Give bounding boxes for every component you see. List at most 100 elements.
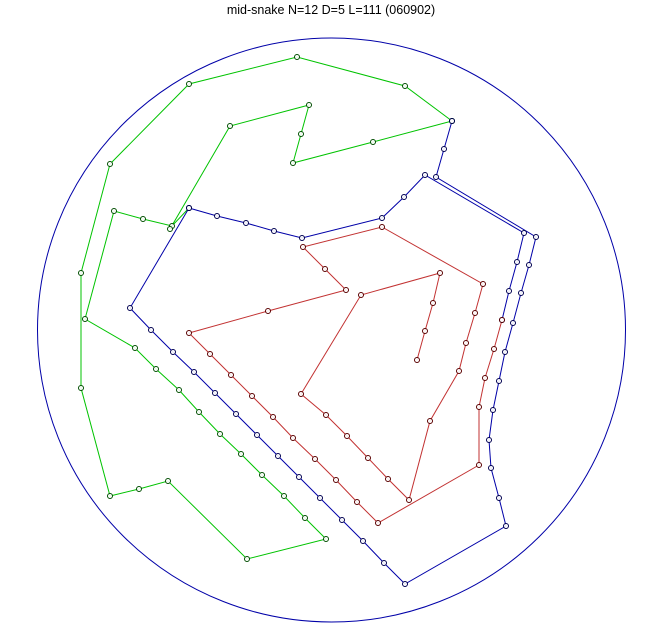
vertex-marker: [212, 390, 218, 396]
vertex-marker: [379, 224, 385, 230]
vertex-marker: [111, 208, 117, 214]
vertex-marker: [294, 54, 300, 60]
vertex-marker: [78, 270, 84, 276]
vertex-marker: [370, 139, 376, 145]
vertex-marker: [456, 368, 462, 374]
vertex-marker: [375, 520, 381, 526]
vertex-marker: [323, 412, 329, 418]
vertex-marker: [312, 456, 318, 462]
vertex-marker: [344, 433, 350, 439]
vertex-marker: [449, 118, 455, 124]
vertex-marker: [167, 226, 173, 232]
vertex-marker: [227, 123, 233, 129]
vertex-marker: [486, 437, 492, 443]
vertex-marker: [401, 194, 407, 200]
vertex-marker: [422, 328, 428, 334]
vertex-marker: [298, 131, 304, 137]
vertex-marker: [343, 287, 349, 293]
vertex-marker: [186, 205, 192, 211]
vertex-marker: [496, 378, 502, 384]
vertex-marker: [526, 262, 532, 268]
vertex-marker: [233, 411, 239, 417]
vertex-marker: [379, 215, 385, 221]
vertex-marker: [259, 472, 265, 478]
vertex-marker: [402, 581, 408, 587]
vertex-marker: [521, 230, 527, 236]
boundary-circle: [37, 37, 626, 623]
vertex-marker: [265, 308, 271, 314]
vertex-marker: [243, 220, 249, 226]
vertex-marker: [302, 515, 308, 521]
vertex-marker: [518, 290, 524, 296]
vertex-marker: [430, 300, 436, 306]
vertex-marker: [140, 216, 146, 222]
vertex-marker: [317, 495, 323, 501]
vertex-marker: [402, 83, 408, 89]
vertex-marker: [491, 346, 497, 352]
vertex-marker: [406, 497, 412, 503]
vertex-marker: [510, 320, 516, 326]
vertex-marker: [300, 244, 306, 250]
vertex-marker: [488, 465, 494, 471]
vertex-marker: [323, 536, 329, 542]
vertex-marker: [322, 266, 328, 272]
vertex-marker: [176, 387, 182, 393]
vertex-marker: [533, 234, 539, 240]
vertex-marker: [191, 369, 197, 375]
vertex-marker: [385, 476, 391, 482]
vertex-marker: [472, 310, 478, 316]
vertex-marker: [186, 330, 192, 336]
vertex-marker: [480, 281, 486, 287]
vertex-marker: [333, 477, 339, 483]
vertex-marker: [217, 431, 223, 437]
vertex-marker: [441, 146, 447, 152]
vertex-marker: [414, 357, 420, 363]
vertex-marker: [148, 327, 154, 333]
vertex-marker: [170, 349, 176, 355]
vertex-marker: [290, 435, 296, 441]
vertex-marker: [196, 409, 202, 415]
vertex-marker: [132, 345, 138, 351]
vertex-marker: [427, 418, 433, 424]
vertex-marker: [290, 160, 296, 166]
vertex-marker: [127, 305, 133, 311]
vertex-marker: [306, 102, 312, 108]
vertex-marker: [153, 366, 159, 372]
vertex-marker: [298, 391, 304, 397]
vertex-marker: [238, 451, 244, 457]
vertex-marker: [244, 556, 250, 562]
vertex-marker: [228, 372, 234, 378]
vertex-marker: [506, 288, 512, 294]
vertex-marker: [107, 161, 113, 167]
vertex-marker: [296, 474, 302, 480]
vertex-marker: [270, 414, 276, 420]
vertex-marker: [339, 517, 345, 523]
path-green-strand-top: [169, 104, 453, 230]
vertex-marker: [281, 493, 287, 499]
vertex-marker: [496, 495, 502, 501]
vertex-marker: [136, 486, 142, 492]
path-navy-strand-inner: [188, 174, 525, 321]
vertex-marker: [514, 259, 520, 265]
vertex-marker: [165, 478, 171, 484]
vertex-marker: [476, 404, 482, 410]
vertex-marker: [490, 407, 496, 413]
vertex-marker: [207, 351, 213, 357]
path-navy-strand-outer: [129, 120, 537, 585]
vertex-marker: [107, 493, 113, 499]
vertex-marker: [214, 213, 220, 219]
vertex-marker: [499, 317, 505, 323]
vertex-marker: [186, 81, 192, 87]
vertex-marker: [360, 538, 366, 544]
vertex-marker: [82, 316, 88, 322]
vertex-marker: [502, 349, 508, 355]
vertex-marker: [254, 432, 260, 438]
vertex-marker: [271, 228, 277, 234]
vertex-marker: [365, 455, 371, 461]
vertex-marker: [476, 462, 482, 468]
vertex-marker: [381, 560, 387, 566]
vertex-marker: [433, 174, 439, 180]
vertex-marker: [437, 270, 443, 276]
